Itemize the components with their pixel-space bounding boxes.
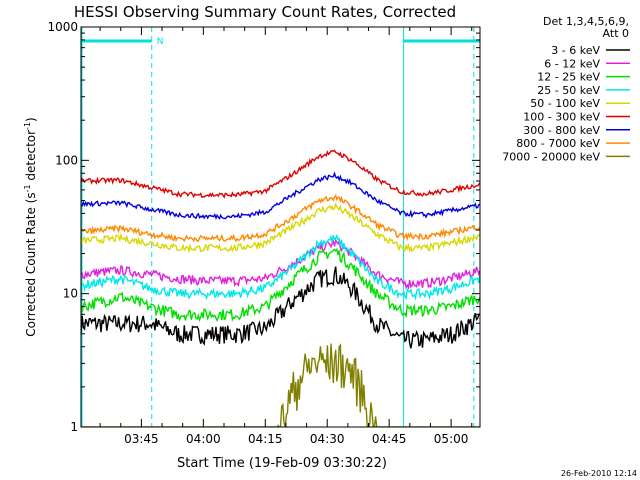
series-line: [81, 238, 480, 291]
plot-frame: [80, 26, 481, 428]
legend-label: 7000 - 20000 keV: [502, 150, 600, 163]
y-axis-label: Corrected Count Rate (s-1 detector-1): [23, 117, 38, 336]
legend-label: 3 - 6 keV: [551, 44, 600, 57]
observing-marker: N: [81, 27, 480, 427]
y-tick-label: 100: [55, 153, 78, 167]
chart-title: HESSI Observing Summary Count Rates, Cor…: [74, 3, 456, 21]
legend-header: Att 0: [603, 27, 629, 40]
series-line: [81, 266, 480, 349]
legend-label: 6 - 12 keV: [544, 57, 600, 70]
legend-label: 100 - 300 keV: [523, 111, 600, 124]
x-axis-label: Start Time (19-Feb-09 03:30:22): [177, 456, 387, 471]
legend-label: 50 - 100 keV: [530, 97, 600, 110]
x-tick-label: 03:45: [124, 432, 159, 446]
y-tick-label: 1: [70, 420, 78, 434]
legend-header: Det 1,3,4,5,6,9,: [543, 15, 629, 28]
legend-label: 12 - 25 keV: [537, 71, 600, 84]
series-line: [81, 247, 480, 323]
series-line: [81, 202, 480, 254]
marker-label: N: [157, 37, 164, 47]
series-line: [81, 171, 480, 220]
footer-timestamp: 26-Feb-2010 12:14: [561, 469, 637, 478]
series-line: [81, 149, 480, 199]
x-tick-label: 04:00: [186, 432, 221, 446]
legend-label: 300 - 800 keV: [523, 124, 600, 137]
y-tick-label: 1000: [47, 20, 78, 34]
x-tick-label: 04:30: [310, 432, 345, 446]
x-tick-label: 04:15: [248, 432, 283, 446]
x-tick-label: 04:45: [372, 432, 407, 446]
x-tick-label: 05:00: [434, 432, 469, 446]
legend-label: 800 - 7000 keV: [516, 137, 600, 150]
series-line: [81, 343, 480, 427]
legend-label: 25 - 50 keV: [537, 84, 600, 97]
y-tick-label: 10: [63, 287, 78, 301]
series-line: [81, 233, 480, 301]
series-line: [81, 194, 480, 243]
